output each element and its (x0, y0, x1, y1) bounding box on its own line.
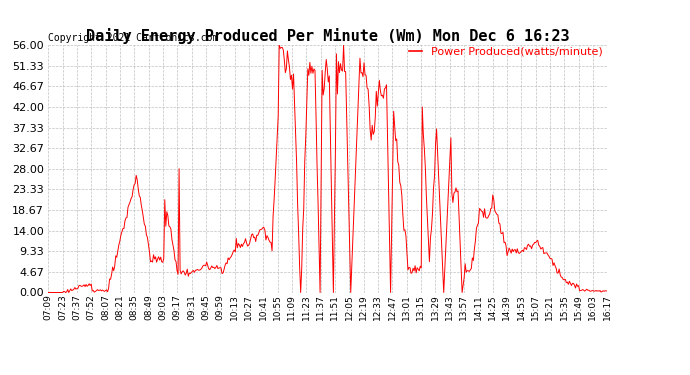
Title: Daily Energy Produced Per Minute (Wm) Mon Dec 6 16:23: Daily Energy Produced Per Minute (Wm) Mo… (86, 28, 569, 44)
Text: Copyright 2021 Cartronics.com: Copyright 2021 Cartronics.com (48, 33, 219, 42)
Legend: Power Produced(watts/minute): Power Produced(watts/minute) (404, 42, 607, 62)
